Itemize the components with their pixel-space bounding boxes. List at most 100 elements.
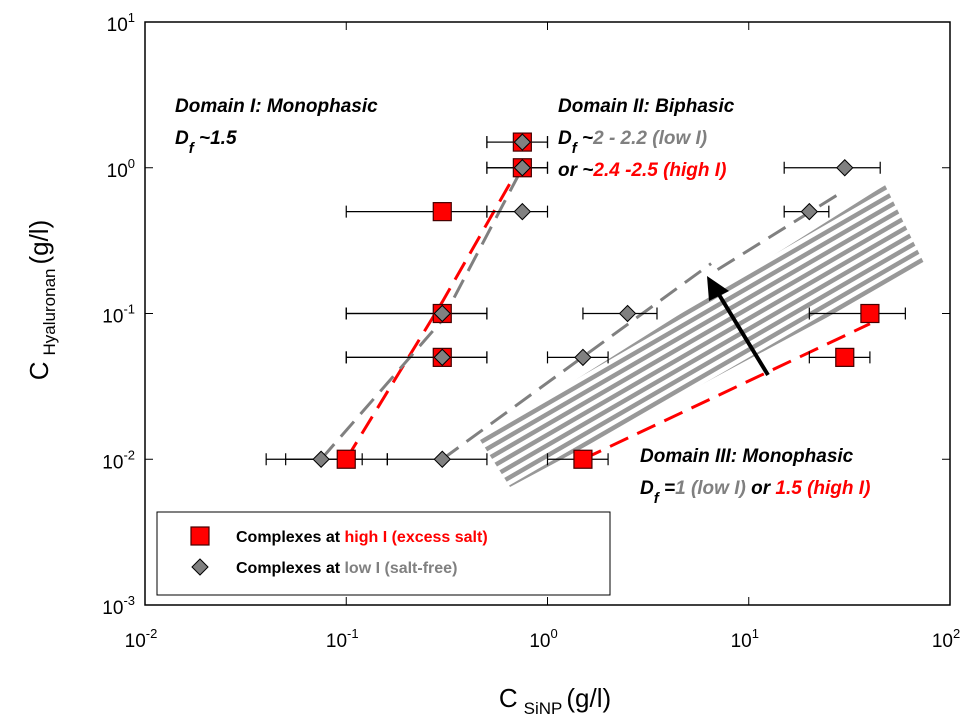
annotation: Df ~2 - 2.2 (low I) (558, 128, 707, 157)
tick-exponent: -3 (123, 593, 135, 608)
tick-base: 10 (102, 452, 123, 473)
x-axis-label-sub: SiNP (524, 699, 563, 718)
annotation-text: Domain I: Monophasic (175, 96, 378, 117)
diamond-marker (836, 159, 854, 177)
tick-exponent: -1 (347, 626, 359, 641)
y-axis-label-main: C (24, 361, 54, 380)
annotation-text: 2 - 2.2 (low I) (592, 128, 707, 149)
diamond-marker (574, 348, 592, 367)
guide-line (441, 262, 712, 461)
guide-line (716, 189, 846, 271)
tick-exponent: 0 (128, 156, 135, 171)
diamond-marker (433, 450, 451, 468)
diamond-marker (312, 450, 330, 468)
tick-base: 10 (107, 15, 128, 36)
annotation: Df ~1.5 (175, 128, 237, 157)
annotation-text: or (746, 478, 776, 499)
annotation-text: D (640, 478, 654, 499)
tick-base: 10 (107, 161, 128, 182)
diamond-marker (191, 558, 209, 576)
annotation-text: 1 (low I) (675, 478, 746, 499)
error-bar (345, 205, 488, 218)
annotation-subscript: f (654, 490, 661, 507)
x-tick-label: 102 (932, 626, 960, 652)
legend-label-highlight: low I (salt-free) (344, 560, 457, 577)
x-tick-label: 101 (731, 626, 759, 652)
diamond-marker (800, 202, 819, 221)
legend-label-highlight: high I (excess salt) (344, 529, 487, 546)
y-tick-label: 10-3 (102, 593, 135, 619)
tick-base: 10 (326, 631, 347, 652)
tick-base: 10 (529, 631, 550, 652)
annotation: Df =1 (low I) or 1.5 (high I) (640, 478, 870, 507)
annotation: Domain II: Biphasic (558, 96, 735, 117)
y-tick-label: 100 (107, 156, 135, 182)
tick-base: 10 (932, 631, 953, 652)
y-axis-label-unit: (g/l) (24, 220, 54, 265)
error-bar (808, 307, 906, 320)
annotation-subscript: f (572, 140, 579, 157)
guide-line (582, 322, 871, 461)
y-tick-label: 101 (107, 10, 135, 36)
tick-exponent: 0 (550, 626, 557, 641)
error-bar (783, 161, 881, 174)
tick-exponent: -1 (123, 302, 135, 317)
annotation-text: Domain II: Biphasic (558, 96, 735, 117)
x-tick-label: 10-1 (326, 626, 359, 652)
annotation: Domain III: Monophasic (640, 446, 854, 467)
square-marker (336, 449, 356, 469)
y-axis-label: C Hyaluronan (g/l) (24, 220, 59, 381)
guide-line (344, 160, 524, 461)
legend-label-prefix: Complexes at (236, 560, 344, 577)
diamond-marker (433, 304, 451, 323)
tick-base: 10 (731, 631, 752, 652)
y-axis-label-sub: Hyaluronan (40, 269, 59, 356)
tick-exponent: 2 (953, 626, 960, 641)
tick-exponent: -2 (146, 626, 158, 641)
square-marker (573, 449, 593, 469)
annotation-text: ~ (577, 128, 593, 149)
legend-label: Complexes at low I (salt-free) (236, 560, 457, 577)
annotation-text: ~1.5 (194, 128, 237, 149)
diamond-marker (513, 133, 532, 151)
annotation: or ~2.4 -2.5 (high I) (558, 160, 726, 181)
annotation-subscript: f (189, 140, 196, 157)
tick-base: 10 (102, 598, 123, 619)
annotation-text: D (175, 128, 189, 149)
annotation: Domain I: Monophasic (175, 96, 378, 117)
y-tick-label: 10-1 (102, 302, 135, 328)
arrow-shaft (716, 291, 770, 377)
legend-label: Complexes at high I (excess salt) (236, 529, 488, 546)
x-tick-label: 100 (529, 626, 557, 652)
square-marker (835, 347, 855, 367)
tick-exponent: 1 (752, 626, 759, 641)
diamond-marker (433, 348, 451, 367)
tick-exponent: -2 (123, 447, 135, 462)
diamond-marker (513, 159, 532, 177)
diamond-marker (618, 304, 637, 323)
annotation-text: = (659, 478, 675, 499)
annotation-text: D (558, 128, 572, 149)
error-bar (345, 307, 488, 320)
x-axis-label-unit: (g/l) (566, 683, 611, 713)
hatched-region (480, 185, 925, 487)
x-tick-label: 10-2 (125, 626, 158, 652)
legend-label-prefix: Complexes at (236, 529, 344, 546)
x-axis-label: C SiNP (g/l) (499, 683, 611, 718)
x-axis-label-main: C (499, 683, 518, 713)
square-marker (432, 202, 452, 222)
tick-exponent: 1 (128, 10, 135, 25)
error-bar (345, 351, 488, 364)
annotation-text: 2.4 -2.5 (high I) (592, 160, 726, 181)
annotation-text: Domain III: Monophasic (640, 446, 854, 467)
arrow-head (707, 276, 729, 301)
legend-box (156, 511, 611, 596)
y-tick-label: 10-2 (102, 447, 135, 473)
square-marker (860, 303, 880, 324)
square-marker (190, 526, 210, 546)
diamond-marker (513, 202, 532, 221)
annotation-text: 1.5 (high I) (775, 478, 870, 499)
